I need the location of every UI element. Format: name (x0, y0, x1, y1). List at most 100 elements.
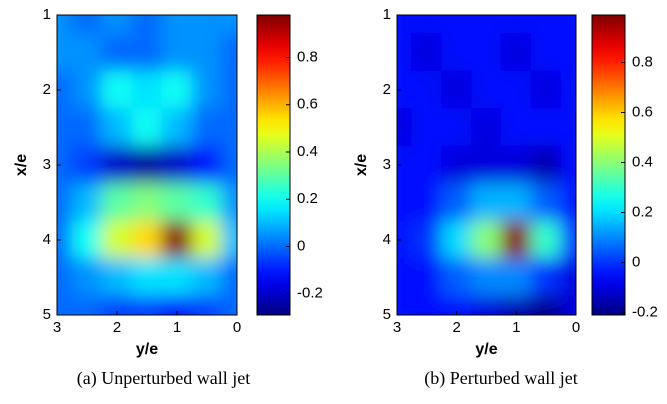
heat-cell (161, 220, 193, 260)
heat-cell (471, 183, 502, 222)
plot-area (397, 15, 576, 315)
heat-cell (191, 295, 223, 315)
colorbar-tick-label: 0.8 (297, 48, 318, 65)
x-tick-label: 3 (393, 319, 401, 336)
heat-cell (57, 33, 73, 72)
heat-cell (471, 145, 502, 185)
x-tick-label: 1 (512, 319, 520, 336)
heat-cell (397, 183, 413, 222)
heat-cell (191, 220, 223, 260)
heat-cell (500, 33, 532, 72)
heat-cell (57, 108, 73, 147)
y-axis-label: x/e (13, 154, 30, 176)
heat-cell (530, 108, 562, 147)
heat-cell (530, 145, 562, 185)
heat-cell (560, 15, 576, 35)
caption: (b) Perturbed wall jet (424, 368, 577, 389)
heat-cell (500, 220, 532, 260)
heat-cell (411, 145, 443, 185)
heat-cell (441, 258, 473, 297)
heatmap (57, 15, 237, 315)
heat-cell (530, 33, 562, 72)
colorbar-tick-label: 0.4 (297, 143, 318, 160)
y-tick-label: 3 (383, 156, 391, 173)
y-tick-label: 2 (383, 81, 391, 98)
heat-cell (57, 183, 73, 222)
heat-cell (411, 183, 443, 222)
heat-cell (471, 108, 502, 147)
heat-cell (530, 183, 562, 222)
heat-cell (560, 70, 576, 110)
heat-cell (57, 15, 73, 35)
colorbar-tick-label: -0.2 (297, 285, 323, 302)
x-tick-label: 0 (572, 319, 580, 336)
heat-cell (161, 108, 193, 147)
y-tick-label: 5 (383, 306, 391, 323)
heat-cell (441, 145, 473, 185)
heat-cell (221, 183, 237, 222)
x-tick-label: 3 (53, 319, 61, 336)
heat-cell (411, 15, 443, 35)
heatmap (397, 15, 576, 315)
heat-cell (560, 108, 576, 147)
heat-cell (131, 295, 163, 315)
heat-cell (221, 15, 237, 35)
heat-cell (101, 33, 133, 72)
heat-cell (161, 295, 193, 315)
heat-cell (441, 183, 473, 222)
heat-cell (131, 33, 163, 72)
heat-cell (161, 33, 193, 72)
y-tick-label: 1 (43, 6, 51, 23)
heat-cell (560, 183, 576, 222)
heat-cell (530, 295, 562, 315)
heat-cell (411, 295, 443, 315)
heat-cell (191, 258, 223, 297)
y-tick-label: 4 (383, 231, 391, 248)
heat-cell (161, 258, 193, 297)
heat-cell (221, 295, 237, 315)
heat-cell (441, 295, 473, 315)
colorbar-tick-label: 0 (297, 237, 305, 254)
colorbar-tick-label: -0.2 (632, 303, 658, 320)
heat-cell (500, 145, 532, 185)
heat-cell (397, 15, 413, 35)
heat-cell (131, 70, 163, 110)
heat-cell (221, 145, 237, 185)
heat-cell (101, 145, 133, 185)
heat-cell (131, 258, 163, 297)
heat-cell (397, 220, 413, 260)
heat-cell (221, 108, 237, 147)
heat-cell (560, 258, 576, 297)
heat-cell (161, 145, 193, 185)
colorbar-tick-label: 0.4 (632, 153, 653, 170)
heat-cell (71, 70, 103, 110)
heat-cell (101, 70, 133, 110)
heat-cell (471, 295, 502, 315)
heat-cell (471, 70, 502, 110)
heat-cell (397, 295, 413, 315)
heat-cell (221, 220, 237, 260)
y-tick-label: 2 (43, 81, 51, 98)
heat-cell (191, 183, 223, 222)
heat-cell (441, 33, 473, 72)
heat-cell (101, 183, 133, 222)
heat-cell (71, 108, 103, 147)
heat-cell (101, 15, 133, 35)
heat-cell (101, 108, 133, 147)
heat-cell (397, 258, 413, 297)
colorbar-tick-label: 0 (632, 253, 640, 270)
colorbar-tick-label: 0.8 (632, 53, 653, 70)
heat-cell (71, 183, 103, 222)
plot-area (57, 15, 237, 315)
heat-cell (411, 258, 443, 297)
heat-cell (471, 33, 502, 72)
heat-cell (71, 145, 103, 185)
heat-cell (397, 33, 413, 72)
heat-cell (57, 70, 73, 110)
heat-cell (411, 108, 443, 147)
colorbar-tick-label: 0.6 (632, 103, 653, 120)
heat-cell (441, 108, 473, 147)
heat-cell (131, 108, 163, 147)
heat-cell (560, 220, 576, 260)
